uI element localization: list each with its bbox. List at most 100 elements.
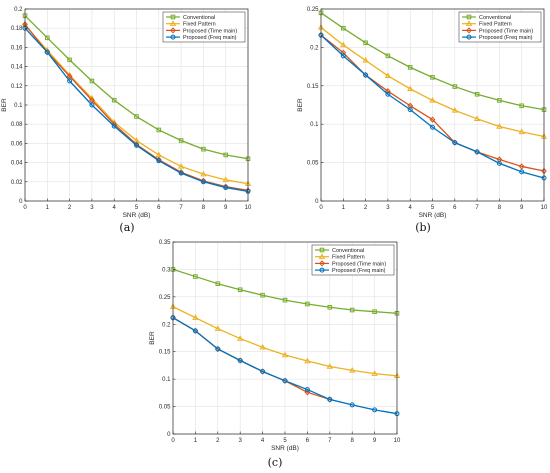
data-point	[341, 25, 346, 31]
legend-swatch-marker	[465, 20, 473, 26]
data-point	[429, 116, 436, 123]
x-tick-label: 9	[224, 205, 228, 211]
y-tick-label: 0.15	[307, 84, 319, 90]
data-point	[340, 41, 347, 48]
y-tick-label: 0.04	[11, 161, 23, 167]
chart-panel-1: 0 1 2 3 4 5 6 7 8 9 10 0 0.02 0.04 0.06 0.08 0.1 0.12 0.14…	[1, 7, 252, 234]
x-axis-label: SNR (dB)	[419, 212, 447, 219]
data-point	[214, 325, 221, 331]
legend-swatch-marker	[466, 27, 472, 34]
data-point	[304, 387, 310, 393]
data-point	[496, 160, 502, 166]
legend-label: Proposed (Freq main)	[479, 35, 533, 41]
y-tick-label: 0.2	[14, 7, 23, 13]
x-tick-label: 9	[520, 205, 524, 211]
legend-swatch-marker	[170, 27, 176, 34]
y-tick-label: 0.18	[11, 26, 23, 32]
x-tick-label: 4	[113, 205, 117, 211]
y-tick-label: 0.06	[11, 141, 23, 147]
data-point	[304, 357, 311, 364]
series-1	[22, 13, 251, 162]
x-tick-label: 1	[342, 205, 346, 211]
data-point	[430, 124, 435, 130]
y-tick-label: 0.3	[162, 267, 171, 273]
data-point	[260, 368, 266, 374]
data-point	[237, 335, 244, 341]
data-point	[327, 396, 333, 402]
data-point	[349, 366, 356, 373]
data-point	[111, 97, 117, 103]
data-point	[192, 314, 199, 320]
y-tick-label: 0.35	[159, 240, 171, 246]
x-tick-label: 0	[23, 205, 27, 211]
data-point	[282, 297, 288, 303]
data-point	[518, 128, 525, 135]
legend-label: Proposed (Freq main)	[332, 268, 386, 274]
series-line	[320, 26, 545, 138]
data-point	[363, 72, 369, 78]
x-tick-label: 5	[431, 205, 435, 211]
data-point	[222, 176, 229, 183]
data-point	[259, 343, 266, 350]
data-point	[134, 114, 139, 119]
y-tick-label: 0.25	[159, 295, 171, 301]
x-tick-label: 10	[245, 205, 252, 211]
data-point	[215, 346, 221, 352]
x-tick-label: 10	[394, 438, 401, 444]
y-tick-label: 0.1	[162, 377, 171, 383]
data-point	[178, 170, 184, 176]
data-point	[44, 49, 50, 55]
data-point	[305, 301, 310, 307]
series-line	[172, 317, 398, 415]
y-axis-label: BER	[1, 98, 8, 112]
data-point	[474, 91, 480, 97]
x-tick-label: 4	[409, 205, 413, 211]
legend-label: Fixed Pattern	[332, 255, 365, 261]
legend-label: Conventional	[479, 15, 511, 21]
x-axis-label: SNR (dB)	[123, 212, 151, 219]
x-tick-label: 7	[179, 205, 183, 211]
data-point	[452, 84, 458, 89]
data-point	[371, 370, 378, 376]
chart-panel-3: 0 1 2 3 4 5 6 7 8 9 10 0 0.05 0.1 0.15 0.2 0.25 0.3 0.35 SN…	[149, 240, 401, 469]
data-point	[111, 123, 117, 129]
x-tick-label: 6	[157, 205, 161, 211]
legend-swatch-marker	[170, 34, 176, 40]
data-point	[89, 102, 95, 108]
series-4	[22, 25, 251, 194]
legend-label: Conventional	[332, 248, 364, 254]
data-point	[349, 307, 355, 313]
data-point	[134, 142, 139, 148]
data-point	[192, 328, 198, 334]
x-axis-label: SNR (dB)	[271, 445, 299, 452]
data-point	[497, 98, 502, 103]
y-tick-label: 0.14	[11, 65, 23, 71]
series-2	[317, 24, 548, 139]
x-tick-label: 8	[498, 205, 502, 211]
y-tick-label: 0.15	[159, 350, 171, 356]
series-line	[24, 23, 249, 192]
data-point	[363, 40, 368, 46]
data-point	[215, 281, 221, 286]
data-point	[178, 138, 184, 143]
series-4	[318, 32, 547, 181]
legend-label: Proposed (Time main)	[183, 28, 237, 34]
x-tick-label: 1	[46, 205, 50, 211]
series-1	[318, 10, 547, 112]
x-tick-label: 4	[261, 438, 265, 444]
series-line	[320, 34, 545, 172]
y-tick-label: 0.1	[14, 103, 23, 109]
x-tick-label: 2	[68, 205, 72, 211]
panel-caption: (b)	[415, 221, 431, 234]
data-point	[223, 152, 228, 158]
legend-swatch-marker	[318, 253, 326, 259]
data-point	[385, 53, 391, 59]
legend-label: Conventional	[183, 15, 215, 21]
data-point	[260, 292, 265, 298]
legend-label: Proposed (Time main)	[479, 28, 533, 34]
data-point	[407, 107, 413, 113]
data-point	[193, 274, 198, 279]
x-tick-label: 0	[171, 438, 175, 444]
data-point	[519, 169, 525, 175]
